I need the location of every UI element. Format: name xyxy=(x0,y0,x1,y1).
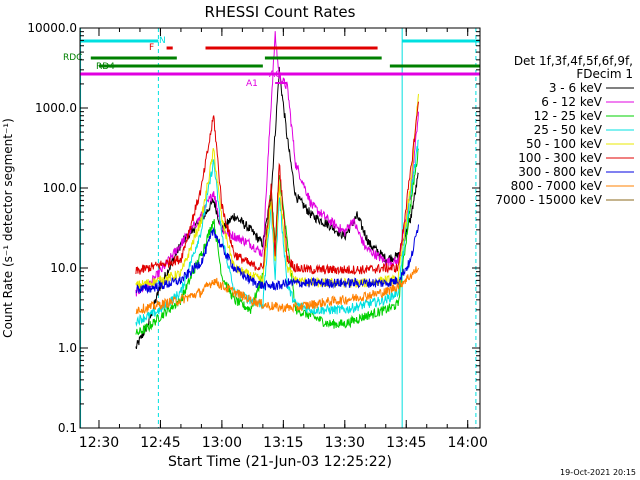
flag-label-1: F xyxy=(149,43,154,53)
plot-frame xyxy=(79,27,481,429)
plot-series-group xyxy=(80,28,477,428)
legend-label-2: 12 - 25 keV xyxy=(534,109,603,123)
y-tick-label-1: 1.0 xyxy=(58,341,77,355)
legend-label-8: 7000 - 15000 keV xyxy=(495,193,602,207)
chart-title: RHESSI Count Rates xyxy=(205,3,356,21)
x-tick-label-1: 12:45 xyxy=(140,435,180,451)
legend-label-0: 3 - 6 keV xyxy=(549,81,603,95)
legend-label-4: 50 - 100 keV xyxy=(526,137,603,151)
legend-label-3: 25 - 50 keV xyxy=(534,123,603,137)
legend-header-line-1: Det 1f,3f,4f,5f,6f,9f, xyxy=(514,54,633,68)
legend-label-6: 300 - 800 keV xyxy=(518,165,602,179)
legend-label-1: 6 - 12 keV xyxy=(541,95,603,109)
y-tick-label-0: 0.1 xyxy=(58,421,77,435)
y-axis-ticks: 0.1 1.0 10.0 100.0 1000.0 10000.0 xyxy=(27,21,480,435)
x-tick-label-2: 13:00 xyxy=(202,435,242,451)
x-axis-label: Start Time (21-Jun-03 12:25:22) xyxy=(168,454,392,470)
y-tick-label-4: 1000.0 xyxy=(35,101,77,115)
x-tick-label-3: 13:15 xyxy=(263,435,303,451)
y-tick-label-2: 10.0 xyxy=(50,261,77,275)
x-tick-label-0: 12:30 xyxy=(79,435,119,451)
y-tick-label-3: 100.0 xyxy=(43,181,77,195)
x-axis-ticks: 12:30 12:45 13:00 13:15 13:30 13:45 14:00 xyxy=(79,28,488,451)
flag-bars-group: NF RDC RD4 A1 A0 xyxy=(63,36,480,89)
legend-label-7: 800 - 7000 keV xyxy=(511,179,603,193)
flag-label-2: RDC xyxy=(63,53,82,63)
x-tick-label-6: 14:00 xyxy=(448,435,488,451)
y-tick-label-5: 10000.0 xyxy=(27,21,77,35)
flag-label-5: A0 xyxy=(269,70,281,80)
legend-label-5: 100 - 300 keV xyxy=(518,151,602,165)
legend-header-line-2: FDecim 1 xyxy=(576,67,633,81)
x-tick-label-4: 13:30 xyxy=(325,435,365,451)
series-line-5 xyxy=(135,101,419,276)
y-axis-label: Count Rate (s⁻¹ detector segment⁻¹) xyxy=(1,118,15,338)
flag-label-3: RD4 xyxy=(96,62,115,72)
flag-label-0: N xyxy=(159,36,166,46)
x-tick-label-5: 13:45 xyxy=(386,435,426,451)
flag-label-4: A1 xyxy=(246,79,258,89)
series-line-7 xyxy=(135,266,419,315)
timestamp: 19-Oct-2021 20:15 xyxy=(560,468,636,477)
series-line-3 xyxy=(135,139,419,328)
series-line-6 xyxy=(135,224,419,295)
legend: Det 1f,3f,4f,5f,6f,9f, FDecim 1 3 - 6 ke… xyxy=(495,54,634,207)
